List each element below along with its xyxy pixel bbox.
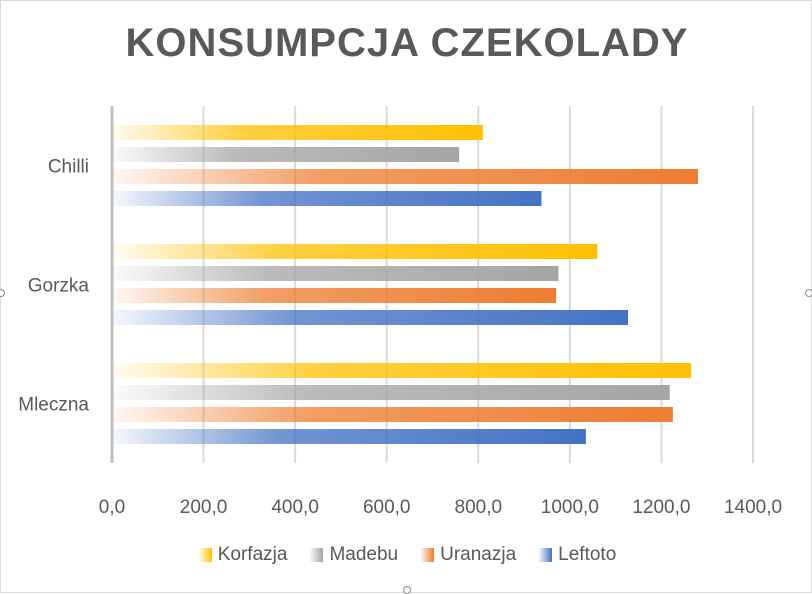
legend-swatch: [309, 548, 324, 562]
legend-item[interactable]: Madebu: [309, 544, 398, 566]
legend-label: Korfazja: [217, 544, 288, 565]
bar-madebu-gorzka[interactable]: [112, 266, 559, 281]
x-tick-label: 1400,0: [724, 497, 782, 518]
y-category-label: Chilli: [48, 157, 89, 178]
x-tick-label: 200,0: [180, 497, 228, 518]
y-category-label: Mleczna: [18, 395, 89, 416]
legend-swatch: [538, 548, 553, 562]
x-tick-label: 0,0: [99, 497, 125, 518]
legend-label: Uranazja: [440, 544, 517, 565]
legend-item[interactable]: Uranazja: [420, 544, 516, 566]
legend-swatch: [420, 548, 435, 562]
legend-item[interactable]: Korfazja: [197, 544, 288, 566]
bar-madebu-chilli[interactable]: [112, 147, 460, 162]
resize-handle-right[interactable]: [805, 289, 812, 297]
x-tick-label: 1000,0: [541, 497, 599, 518]
bar-uranazja-mleczna[interactable]: [112, 407, 673, 422]
bar-uranazja-chilli[interactable]: [112, 169, 699, 184]
x-tick-label: 800,0: [455, 497, 503, 518]
bar-korfazja-chilli[interactable]: [112, 125, 483, 140]
bar-uranazja-gorzka[interactable]: [112, 288, 557, 303]
legend-swatch: [197, 548, 212, 562]
bar-leftoto-mleczna[interactable]: [112, 429, 586, 444]
x-tick-label: 400,0: [271, 497, 319, 518]
bar-madebu-mleczna[interactable]: [112, 385, 670, 400]
resize-handle-left[interactable]: [0, 289, 5, 297]
bar-leftoto-gorzka[interactable]: [112, 310, 629, 325]
chart-title: KONSUMPCJA CZEKOLADY: [125, 21, 689, 65]
bar-korfazja-gorzka[interactable]: [112, 244, 598, 259]
x-tick-label: 600,0: [363, 497, 411, 518]
legend-label: Leftoto: [558, 544, 617, 565]
legend: Korfazja Madebu Uranazja Leftoto: [1, 544, 812, 566]
bar-korfazja-mleczna[interactable]: [112, 363, 692, 378]
y-category-label: Gorzka: [28, 276, 90, 297]
legend-label: Madebu: [329, 544, 399, 565]
x-tick-label: 1200,0: [632, 497, 690, 518]
legend-item[interactable]: Leftoto: [538, 544, 616, 566]
bar-leftoto-chilli[interactable]: [112, 191, 542, 206]
